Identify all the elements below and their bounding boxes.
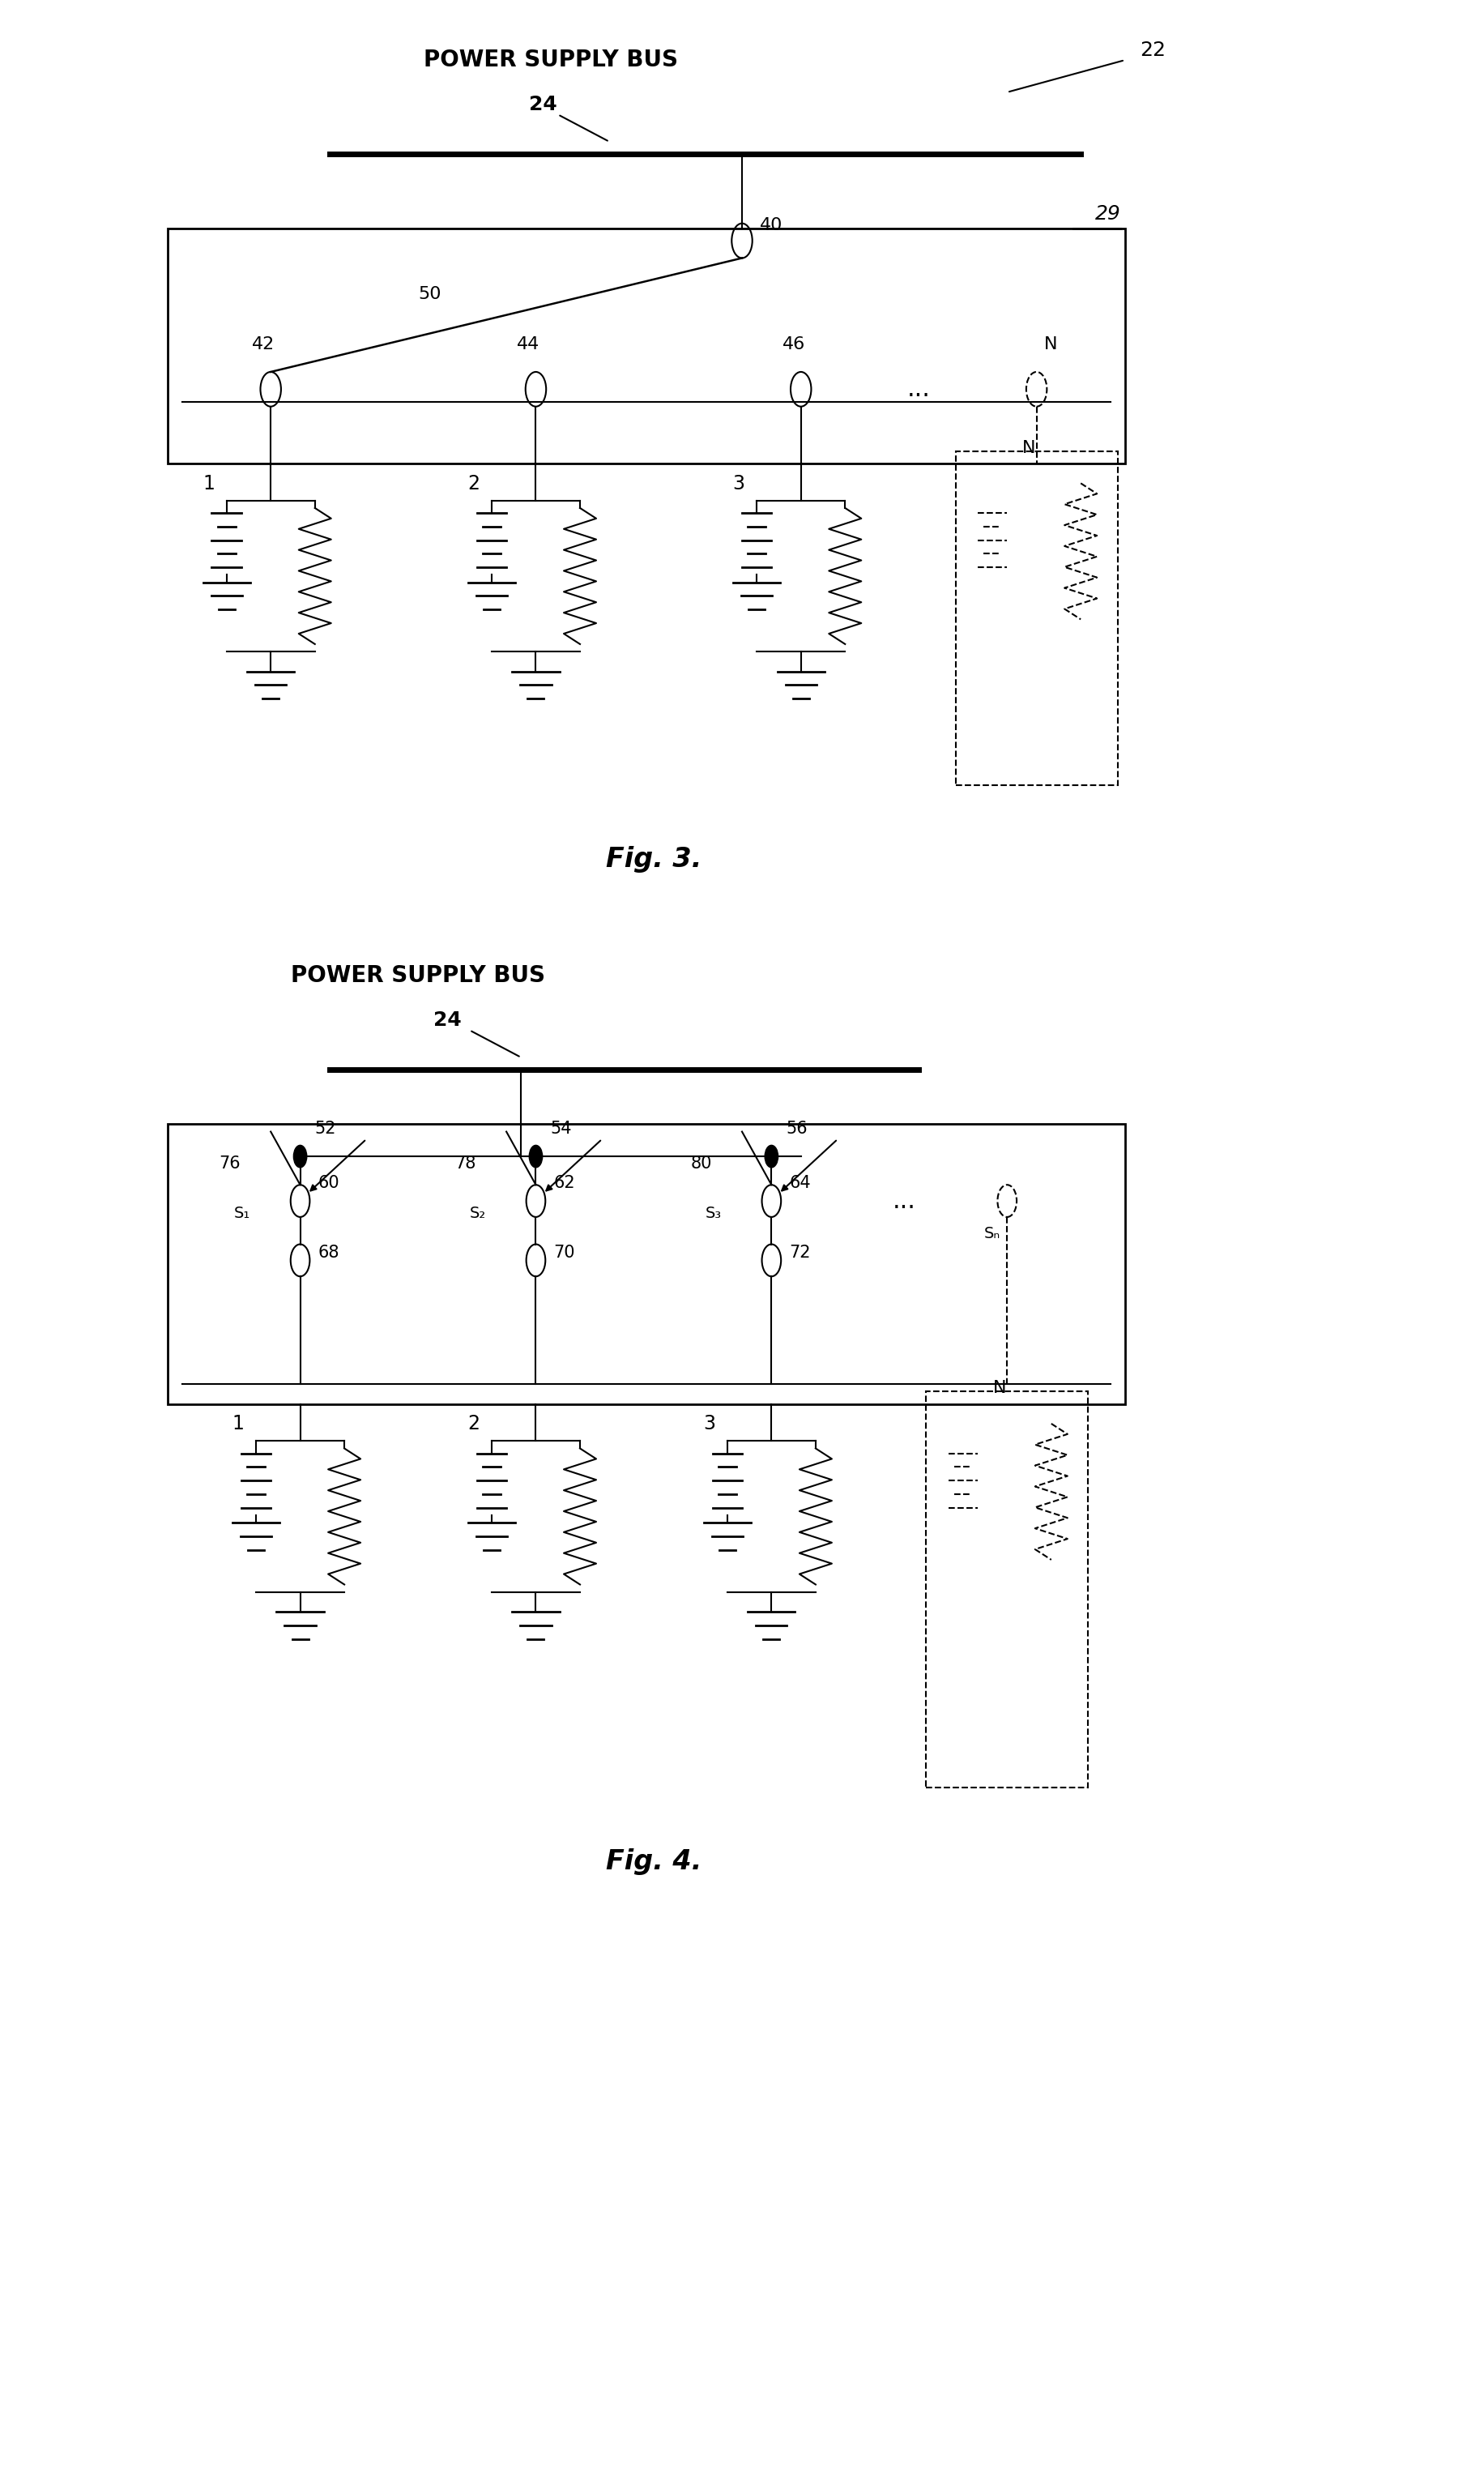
- Circle shape: [530, 1146, 543, 1168]
- Text: 40: 40: [760, 216, 782, 234]
- Text: 44: 44: [516, 336, 540, 353]
- Text: 50: 50: [418, 286, 441, 303]
- Text: 72: 72: [789, 1245, 810, 1260]
- Bar: [926, 1392, 1088, 1787]
- Text: 80: 80: [690, 1156, 712, 1171]
- Bar: [168, 1124, 1125, 1405]
- Text: S₂: S₂: [469, 1206, 485, 1221]
- Text: 1: 1: [203, 475, 215, 492]
- Text: 2: 2: [467, 1415, 479, 1434]
- Text: Fig. 4.: Fig. 4.: [605, 1847, 702, 1874]
- Bar: [168, 229, 1125, 462]
- Text: 62: 62: [554, 1176, 576, 1191]
- Text: ...: ...: [892, 1188, 916, 1213]
- Text: N: N: [1022, 440, 1036, 455]
- Text: POWER SUPPLY BUS: POWER SUPPLY BUS: [291, 965, 545, 987]
- Text: 70: 70: [554, 1245, 574, 1260]
- Text: 3: 3: [703, 1415, 715, 1434]
- Text: S₁: S₁: [234, 1206, 251, 1221]
- Circle shape: [764, 1146, 778, 1168]
- Text: 76: 76: [220, 1156, 240, 1171]
- Text: 42: 42: [252, 336, 275, 353]
- Text: 24: 24: [530, 94, 558, 114]
- Text: 3: 3: [733, 475, 745, 492]
- Text: 54: 54: [551, 1121, 571, 1136]
- Text: POWER SUPPLY BUS: POWER SUPPLY BUS: [423, 50, 678, 72]
- Text: ...: ...: [907, 378, 930, 400]
- Bar: [956, 450, 1117, 786]
- Circle shape: [294, 1146, 307, 1168]
- Text: 68: 68: [318, 1245, 340, 1260]
- Text: N: N: [993, 1380, 1006, 1397]
- Text: 60: 60: [318, 1176, 340, 1191]
- Text: 22: 22: [1140, 40, 1165, 60]
- Text: 52: 52: [315, 1121, 337, 1136]
- Text: Fig. 3.: Fig. 3.: [605, 845, 702, 873]
- Text: 29: 29: [1095, 204, 1120, 224]
- Text: 2: 2: [467, 475, 479, 492]
- Text: 64: 64: [789, 1176, 810, 1191]
- Text: S₃: S₃: [705, 1206, 721, 1221]
- Text: 78: 78: [454, 1156, 476, 1171]
- Text: 56: 56: [787, 1121, 807, 1136]
- Text: 46: 46: [782, 336, 804, 353]
- Text: Sₙ: Sₙ: [984, 1226, 1000, 1241]
- Text: N: N: [1043, 336, 1057, 353]
- Text: 24: 24: [433, 1009, 462, 1029]
- Text: 1: 1: [232, 1415, 245, 1434]
